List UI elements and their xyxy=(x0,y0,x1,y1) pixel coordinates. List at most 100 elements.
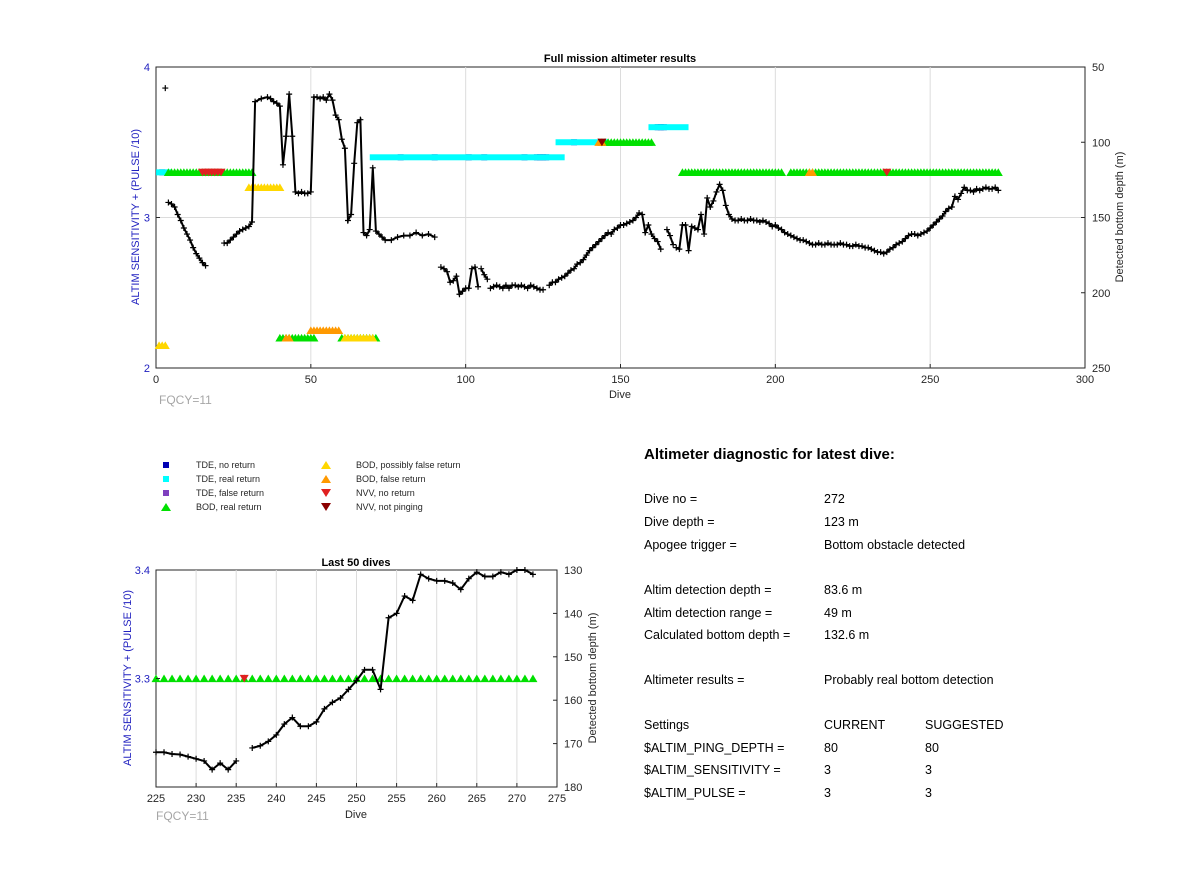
depth-point xyxy=(242,225,249,232)
depth-point xyxy=(719,187,726,194)
depth-point xyxy=(961,184,968,191)
depth-point xyxy=(289,133,296,140)
depth-point xyxy=(945,205,952,212)
depth-point xyxy=(425,231,432,238)
x-tick-label: 265 xyxy=(468,793,486,805)
legend-symbol xyxy=(321,475,331,483)
depth-point xyxy=(456,291,463,298)
depth-point xyxy=(673,244,680,251)
depth-point xyxy=(230,234,237,241)
depth-point xyxy=(800,237,807,244)
depth-point xyxy=(273,100,280,107)
diagnostic-label: Dive depth = xyxy=(644,515,715,529)
bod-marker xyxy=(263,674,273,683)
depth-point xyxy=(490,283,497,290)
depth-point xyxy=(406,232,413,239)
depth-point xyxy=(382,237,389,244)
bod-marker xyxy=(496,674,506,683)
depth-point xyxy=(608,231,615,238)
bod-marker xyxy=(424,674,434,683)
setting-current: 80 xyxy=(824,741,838,755)
depth-point xyxy=(484,276,491,283)
depth-point xyxy=(313,718,320,725)
depth-point xyxy=(564,270,571,277)
depth-point xyxy=(388,237,395,244)
depth-point xyxy=(632,214,639,221)
bod-marker xyxy=(408,674,418,683)
depth-point xyxy=(345,686,352,693)
depth-point xyxy=(217,760,224,767)
depth-point xyxy=(245,223,252,230)
depth-point xyxy=(735,217,742,224)
x-tick-label: 200 xyxy=(766,374,784,386)
depth-point xyxy=(778,226,785,233)
depth-point xyxy=(298,188,305,195)
depth-point xyxy=(970,188,977,195)
depth-point xyxy=(417,571,424,578)
small-fqcy-label: FQCY=11 xyxy=(156,809,209,823)
depth-point xyxy=(419,232,426,239)
depth-point xyxy=(512,282,519,289)
depth-point xyxy=(481,271,488,278)
depth-point xyxy=(815,240,822,247)
depth-point xyxy=(694,226,701,233)
bod-marker xyxy=(223,674,233,683)
x-tick-label: 230 xyxy=(187,793,205,805)
depth-point xyxy=(375,231,382,238)
y-right-tick-label: 140 xyxy=(564,608,582,620)
depth-point xyxy=(505,571,512,578)
depth-point xyxy=(852,241,859,248)
depth-point xyxy=(623,220,630,227)
depth-point xyxy=(224,240,231,247)
depth-point xyxy=(561,273,568,280)
bod-marker xyxy=(207,674,217,683)
bod-marker xyxy=(311,674,321,683)
depth-point xyxy=(332,112,339,119)
depth-point xyxy=(441,577,448,584)
depth-point xyxy=(279,161,286,168)
depth-point xyxy=(837,240,844,247)
depth-point xyxy=(529,571,536,578)
depth-point xyxy=(589,244,596,251)
depth-point xyxy=(354,119,361,126)
depth-point xyxy=(276,103,283,110)
small-chart-title: Last 50 dives xyxy=(321,557,390,569)
bod-marker xyxy=(384,674,394,683)
legend-symbol xyxy=(163,462,169,468)
legend-symbol xyxy=(163,490,169,496)
depth-point xyxy=(992,184,999,191)
depth-point xyxy=(868,246,875,253)
depth-point xyxy=(629,217,636,224)
depth-point xyxy=(955,196,962,203)
depth-point xyxy=(982,184,989,191)
depth-point xyxy=(369,164,376,171)
depth-point xyxy=(728,216,735,223)
tde-real-return-band xyxy=(555,139,609,146)
depth-point xyxy=(942,208,949,215)
depth-point xyxy=(440,265,447,272)
depth-point xyxy=(806,240,813,247)
legend-item: NVV, not pinging xyxy=(320,500,423,514)
depth-point xyxy=(348,211,355,218)
legend-symbol xyxy=(321,489,331,497)
depth-point xyxy=(493,282,500,289)
depth-point xyxy=(335,116,342,123)
depth-point xyxy=(292,188,299,195)
diagnostic-value: 83.6 m xyxy=(824,583,863,597)
depth-point xyxy=(698,211,705,218)
depth-point xyxy=(558,274,565,281)
depth-point xyxy=(704,194,711,201)
settings-header-current: CURRENT xyxy=(824,718,886,732)
depth-point xyxy=(233,757,240,764)
depth-point xyxy=(976,187,983,194)
bod-marker xyxy=(993,168,1003,176)
depth-point xyxy=(933,219,940,226)
depth-point xyxy=(481,573,488,580)
legend-item: NVV, no return xyxy=(320,486,415,500)
legend-label: TDE, false return xyxy=(196,488,265,498)
depth-point xyxy=(555,276,562,283)
depth-point xyxy=(497,569,504,576)
depth-point xyxy=(174,211,181,218)
tde-real-return-band xyxy=(648,124,689,131)
y-right-tick-label: 100 xyxy=(1092,137,1110,149)
